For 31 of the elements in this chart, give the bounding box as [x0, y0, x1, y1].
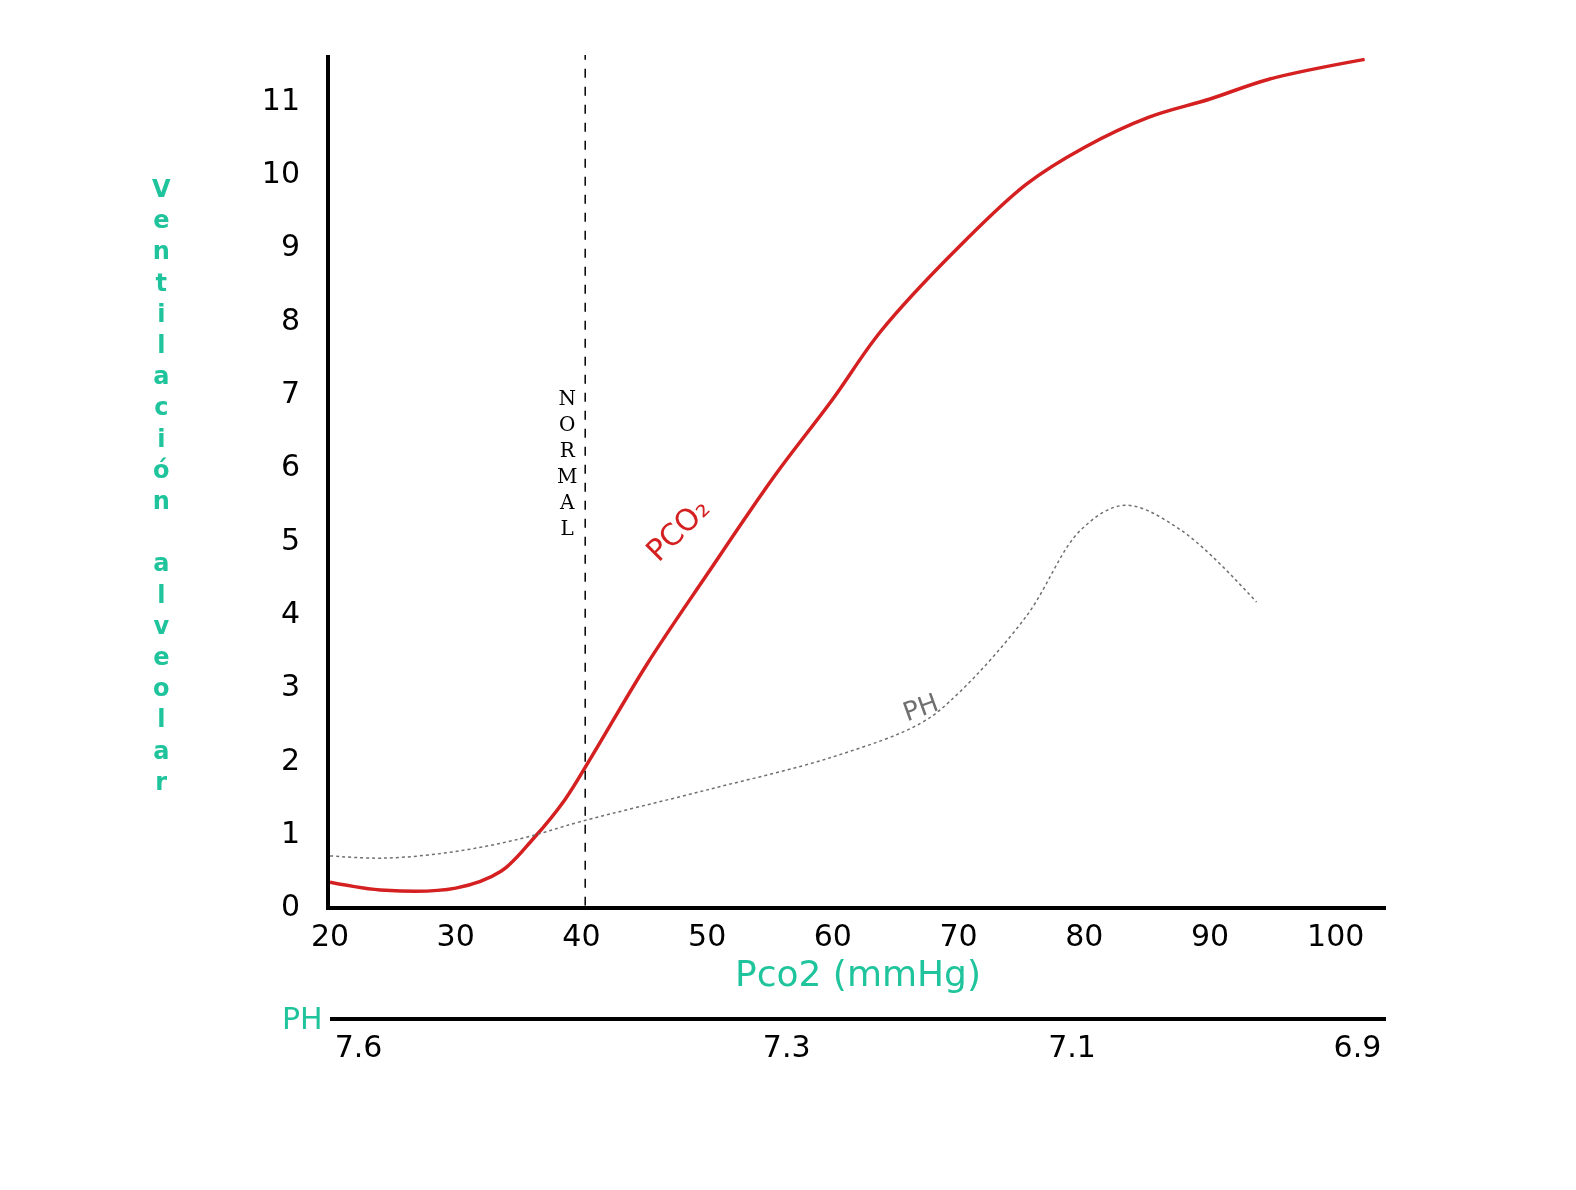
y-tick-label: 1 — [280, 814, 300, 850]
text: Ventilación alveolar — [152, 175, 171, 796]
text: PH — [898, 686, 943, 728]
y-tick-label: 5 — [280, 521, 300, 557]
x-axis-title: Pco2 (mmHg) — [734, 952, 982, 994]
x-tick-label: 40 — [562, 917, 601, 953]
x-tick-label: 60 — [813, 917, 852, 953]
y-tick-label: 7 — [280, 374, 300, 410]
x-tick-label: 20 — [310, 917, 350, 953]
y-tick-label: 9 — [280, 228, 300, 264]
x2-tick-label: 7.1 — [1048, 1028, 1096, 1064]
x2-tick-label: 6.9 — [1333, 1028, 1382, 1064]
x-tick-label: 30 — [436, 917, 475, 953]
y-tick-label: 0 — [280, 888, 300, 924]
x-tick-label: 90 — [1190, 917, 1230, 953]
x-tick-label: 100 — [1307, 917, 1365, 953]
x-tick-label: 50 — [688, 917, 727, 953]
y-tick-label: 10 — [261, 154, 300, 190]
y-tick-label: 3 — [280, 668, 300, 704]
x-tick-label: 80 — [1065, 917, 1104, 953]
y-tick-label: 2 — [280, 741, 300, 777]
y-tick-label: 8 — [280, 301, 300, 337]
x2-axis-title: PH — [282, 1001, 323, 1036]
y-tick-label: 11 — [261, 81, 300, 117]
x-tick-label: 70 — [939, 917, 978, 953]
ref-line-label: NORMAL — [557, 386, 578, 540]
line-series — [330, 57, 1367, 894]
y-tick-label: 4 — [280, 594, 300, 630]
x2-tick-label: 7.6 — [334, 1028, 383, 1064]
x2-tick-label: 7.3 — [762, 1028, 811, 1064]
y-tick-label: 6 — [280, 448, 300, 484]
